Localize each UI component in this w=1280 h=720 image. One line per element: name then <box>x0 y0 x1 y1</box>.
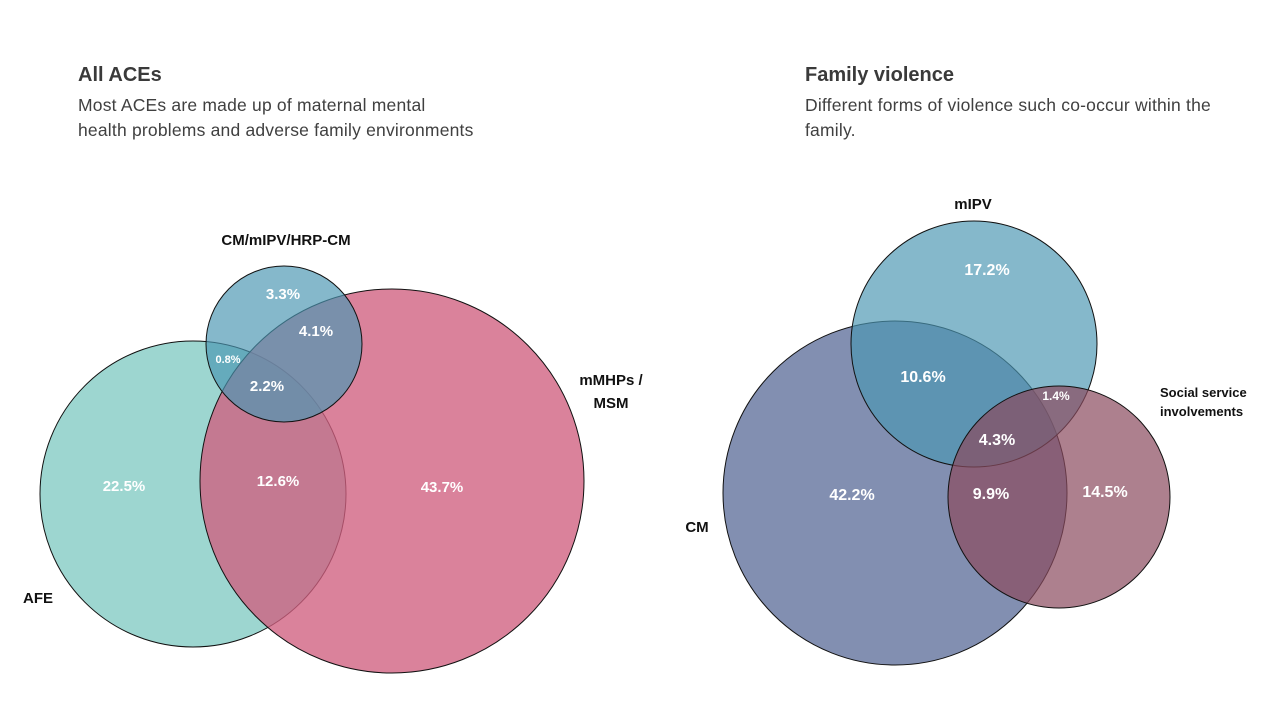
right-region-cm-social: 9.9% <box>973 486 1009 503</box>
left-region-cm-mmhp: 4.1% <box>299 323 333 340</box>
right-panel-subtitle: Different forms of violence such co-occu… <box>805 95 1211 140</box>
left-panel-subtitle: Most ACEs are made up of maternal mental… <box>78 95 474 140</box>
left-venn: 3.3% 4.1% 0.8% 2.2% 22.5% 12.6% 43.7% CM… <box>23 232 644 674</box>
social-label-line2: involvements <box>1160 404 1243 419</box>
social-circle <box>947 385 1171 609</box>
right-region-all-three: 4.3% <box>979 432 1015 449</box>
mipv-label: mIPV <box>954 196 992 213</box>
left-panel-text: All ACEs Most ACEs are made up of matern… <box>78 64 478 143</box>
left-region-cm-only: 3.3% <box>266 286 300 303</box>
right-region-mipv-social: 1.4% <box>1042 389 1070 403</box>
left-region-all-three: 2.2% <box>250 378 284 395</box>
right-venn: 17.2% 10.6% 1.4% 4.3% 42.2% 9.9% 14.5% m… <box>685 196 1247 666</box>
mmhps-label-line2: MSM <box>594 395 629 412</box>
right-region-cm-only: 42.2% <box>829 487 874 504</box>
cm-group-label: CM/mIPV/HRP-CM <box>221 232 350 249</box>
right-region-cm-mipv: 10.6% <box>900 369 945 386</box>
right-region-social-only: 14.5% <box>1082 484 1127 501</box>
social-label-line1: Social service <box>1160 385 1247 400</box>
left-panel-title: All ACEs <box>78 64 162 86</box>
cm-group-circle <box>205 265 363 423</box>
mmhps-label-line1: mMHPs / <box>579 372 643 389</box>
left-region-afe-mmhp: 12.6% <box>257 473 300 490</box>
right-region-mipv-only: 17.2% <box>964 262 1009 279</box>
left-region-afe-only: 22.5% <box>103 478 146 495</box>
right-panel-text: Family violence Different forms of viole… <box>805 64 1230 143</box>
left-region-mmhp-only: 43.7% <box>421 479 464 496</box>
right-panel-title: Family violence <box>805 64 954 86</box>
left-region-cm-afe: 0.8% <box>215 354 240 366</box>
afe-label: AFE <box>23 590 53 607</box>
cm-label: CM <box>685 519 708 536</box>
